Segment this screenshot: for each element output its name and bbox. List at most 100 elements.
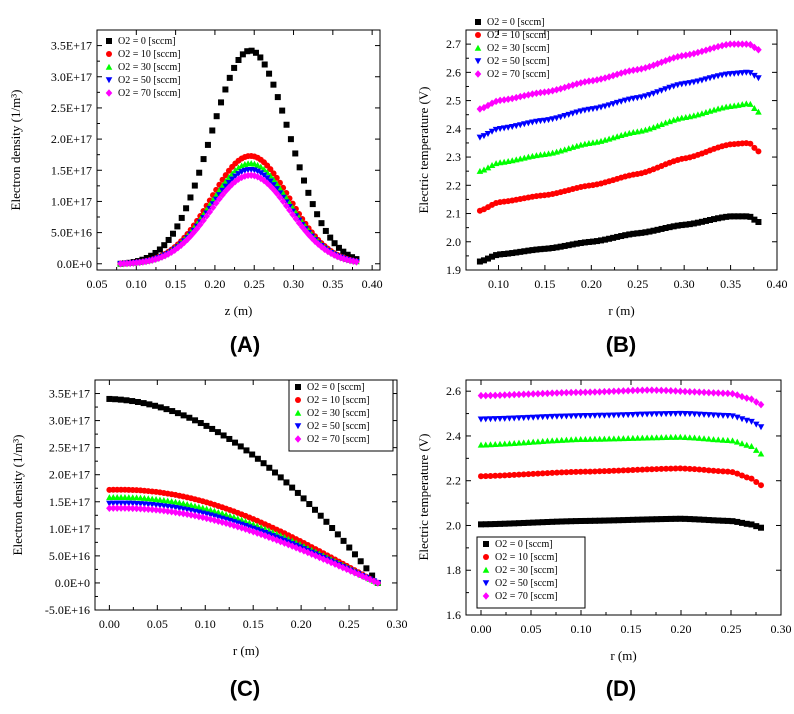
data-point (674, 82, 682, 89)
data-point (161, 242, 168, 249)
data-point (168, 498, 175, 505)
y-tick-label: 2.5E+17 (51, 101, 92, 115)
y-tick-label: 2.2 (446, 474, 461, 488)
data-point (349, 254, 356, 261)
data-point (563, 518, 570, 525)
data-point (509, 250, 516, 257)
data-point (484, 131, 492, 138)
panel-label: (D) (606, 676, 637, 701)
data-point (747, 213, 754, 220)
legend-label: O2 = 10 [sccm] (495, 552, 558, 563)
data-point (544, 470, 551, 477)
data-point (195, 512, 203, 521)
data-point (176, 509, 183, 517)
data-point (738, 392, 746, 401)
y-tick-label: 0.0E+0 (55, 576, 90, 590)
data-point (238, 173, 245, 182)
data-point (648, 516, 655, 523)
data-point (561, 242, 568, 249)
data-point (696, 434, 703, 441)
data-point (751, 144, 758, 151)
data-point (148, 505, 156, 514)
data-point (152, 255, 159, 264)
data-point (587, 517, 594, 524)
data-point (267, 166, 274, 173)
data-point (681, 410, 689, 417)
data-point (529, 247, 536, 254)
data-point (209, 127, 216, 134)
data-point (644, 466, 651, 473)
data-point (724, 468, 731, 475)
data-point (667, 515, 674, 522)
data-point (609, 101, 617, 108)
data-point (327, 234, 334, 241)
data-point (757, 450, 765, 457)
data-point (300, 495, 307, 502)
data-point (318, 220, 325, 227)
data-point (653, 434, 660, 441)
data-point (557, 243, 564, 250)
data-point (334, 531, 341, 538)
series-diamond (117, 171, 360, 268)
data-point (615, 387, 622, 395)
data-point (643, 434, 651, 441)
data-point (757, 400, 765, 409)
data-point (553, 437, 561, 444)
data-point (213, 113, 220, 120)
legend-label: O2 = 0 [sccm] (118, 36, 176, 47)
data-point (596, 435, 603, 442)
x-tick-label: 0.30 (771, 622, 792, 636)
series-square (476, 213, 762, 265)
series-circle (476, 140, 762, 214)
data-point (266, 70, 273, 77)
data-point (690, 79, 698, 86)
data-point (735, 213, 742, 220)
data-point (511, 520, 518, 527)
legend-label: O2 = 50 [sccm] (487, 56, 550, 67)
data-point (577, 79, 585, 87)
data-point (666, 84, 673, 91)
data-point (482, 521, 489, 528)
data-point (752, 398, 760, 406)
data-point (672, 433, 679, 440)
data-point (174, 223, 181, 230)
y-tick-label: 2.4 (446, 122, 461, 136)
data-point (743, 40, 750, 48)
data-point (139, 258, 147, 266)
data-point (144, 505, 152, 513)
data-point (701, 516, 708, 523)
data-point (714, 389, 722, 397)
data-point (533, 89, 540, 98)
data-point (487, 472, 494, 479)
y-tick-label: 2.6 (446, 384, 461, 398)
data-point (662, 86, 669, 93)
data-point (597, 104, 605, 111)
data-point (487, 521, 494, 528)
data-point (228, 176, 236, 183)
data-point (214, 429, 221, 436)
data-point (701, 466, 708, 473)
data-point (539, 519, 546, 526)
data-point (156, 246, 163, 253)
series-triangle-up (476, 100, 762, 174)
x-tick-label: 0.10 (195, 617, 216, 631)
data-point (577, 240, 584, 247)
data-point (346, 544, 353, 551)
data-point (289, 484, 296, 491)
data-point (672, 410, 679, 417)
data-point (567, 436, 575, 443)
data-point (525, 519, 532, 526)
data-point (658, 121, 665, 128)
data-point (279, 107, 286, 114)
data-point (698, 47, 706, 56)
data-point (222, 519, 230, 528)
chart-panel-b: 0.10 0.15 0.20 0.25 0.30 0.35 0.40 1.9 2.0 2.1 2.2… (416, 17, 788, 357)
data-point (289, 210, 296, 219)
data-point (593, 238, 600, 245)
data-point (670, 223, 677, 230)
data-point (615, 435, 622, 442)
x-tick-label: 0.15 (243, 617, 264, 631)
data-point (710, 436, 717, 443)
data-point (520, 439, 528, 446)
data-point (501, 415, 509, 422)
